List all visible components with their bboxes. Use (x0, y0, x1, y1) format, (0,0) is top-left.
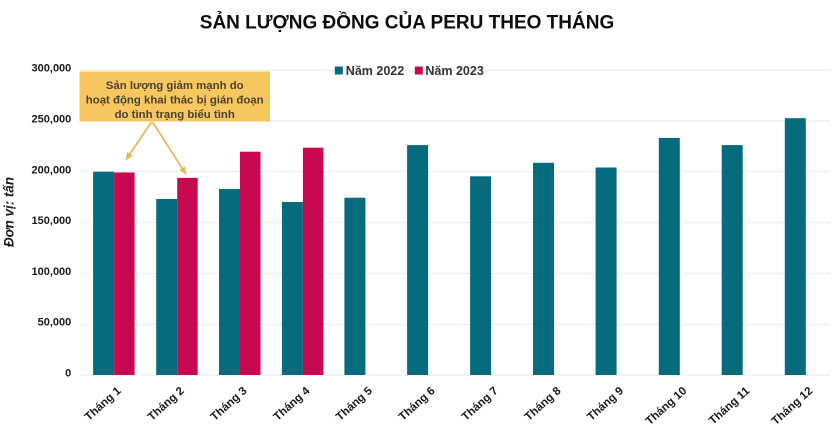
svg-text:Tháng 3: Tháng 3 (209, 385, 250, 423)
svg-text:do tình trạng biểu tình: do tình trạng biểu tình (115, 109, 235, 121)
svg-text:250,000: 250,000 (32, 114, 72, 126)
svg-text:Tháng 6: Tháng 6 (397, 385, 438, 423)
svg-text:300,000: 300,000 (32, 63, 72, 75)
svg-text:Sản lượng giảm mạnh do: Sản lượng giảm mạnh do (106, 80, 244, 92)
svg-text:Tháng 2: Tháng 2 (146, 385, 187, 423)
svg-text:Tháng 12: Tháng 12 (770, 385, 816, 428)
svg-text:0: 0 (65, 368, 71, 380)
svg-text:100,000: 100,000 (32, 266, 72, 278)
svg-text:Tháng 9: Tháng 9 (585, 385, 626, 423)
svg-text:Tháng 5: Tháng 5 (334, 385, 375, 424)
svg-text:50,000: 50,000 (38, 317, 72, 329)
svg-text:Năm 2023: Năm 2023 (425, 64, 483, 78)
svg-text:Tháng 4: Tháng 4 (272, 385, 313, 424)
svg-text:Tháng 7: Tháng 7 (460, 385, 501, 423)
svg-text:Đơn vị: tấn: Đơn vị: tấn (2, 177, 17, 247)
svg-text:200,000: 200,000 (32, 164, 72, 176)
svg-text:SẢN LƯỢNG ĐỒNG CỦA PERU THEO T: SẢN LƯỢNG ĐỒNG CỦA PERU THEO THÁNG (200, 12, 614, 34)
svg-text:Tháng 8: Tháng 8 (523, 385, 564, 424)
svg-text:Tháng 1: Tháng 1 (83, 385, 124, 424)
svg-text:Tháng 10: Tháng 10 (644, 385, 690, 428)
svg-text:150,000: 150,000 (32, 215, 72, 227)
svg-text:Năm 2022: Năm 2022 (346, 64, 404, 78)
svg-text:hoạt động khai thác bị gián đo: hoạt động khai thác bị gián đoạn (86, 95, 264, 107)
svg-text:Tháng 11: Tháng 11 (707, 385, 753, 428)
